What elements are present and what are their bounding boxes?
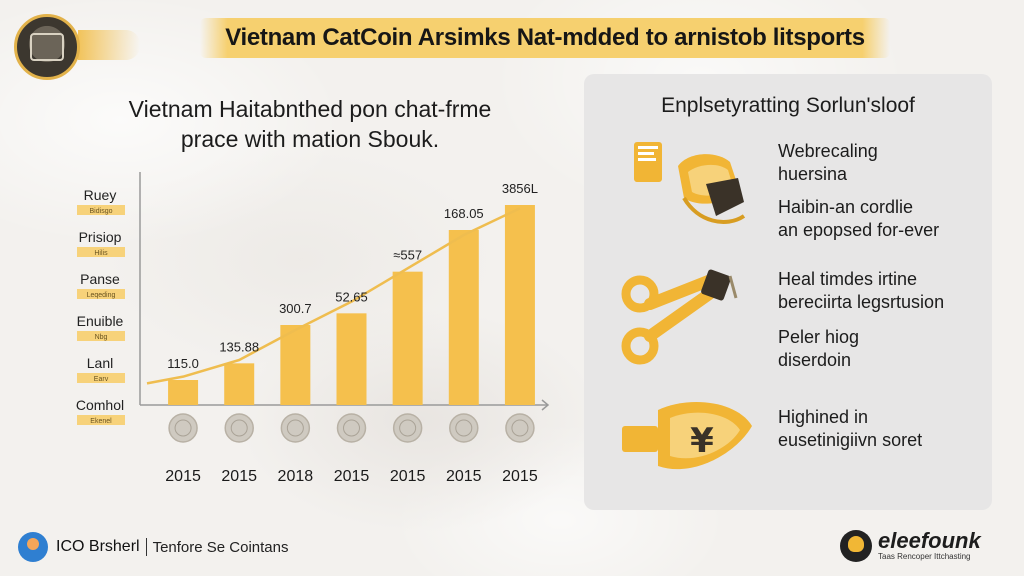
- seal-logo-icon: [14, 14, 80, 80]
- coin-rim-1: [174, 419, 192, 437]
- y-label-tag-3: [77, 289, 125, 299]
- y-label-tag-text-1: Bidisgo: [90, 208, 113, 215]
- feature-5-line-2: eusetinigiivn soret: [778, 430, 923, 450]
- trend-line: [146, 207, 521, 385]
- feature-3: Heal timdes irtine bereciirta legsrtusio…: [778, 268, 944, 314]
- y-label-tag-text-3: Leqeding: [87, 292, 116, 299]
- y-label-tag-1: [77, 205, 125, 215]
- chart-title-line-1: Vietnam Haitabnthed pon chat-frme: [128, 96, 492, 122]
- feature-5: Highined in eusetinigiivn soret: [778, 406, 922, 452]
- coin-rim-3: [286, 419, 304, 437]
- bar-2: [224, 363, 255, 405]
- feature-4-line-2: diserdoin: [778, 350, 852, 370]
- page-title: Vietnam CatCoin Arsimks Nat-mdded to arn…: [225, 24, 865, 51]
- chart-title: Vietnam Haitabnthed pon chat-frme prace …: [100, 94, 520, 154]
- data-label-7: 3856L: [502, 181, 538, 196]
- data-label-3: 300.7: [279, 301, 312, 316]
- y-label-4: Enuible: [77, 313, 124, 329]
- y-label-tag-6: [77, 415, 125, 425]
- data-label-1: 115.0: [167, 356, 199, 371]
- feature-3-line-2: bereciirta legsrtusion: [778, 292, 945, 312]
- x-tick-4: 2015: [334, 468, 370, 485]
- footer-divider: [145, 538, 147, 556]
- coin-rim-4: [343, 419, 360, 437]
- panel-title: Enplsetyratting Sorlun'sloof: [661, 94, 915, 117]
- data-label-6: 168.05: [444, 206, 484, 221]
- coin-rim-2: [230, 419, 248, 437]
- feature-4-line-1: Peler hiog: [778, 327, 860, 347]
- y-label-tag-5: [77, 373, 125, 383]
- coin-rim-6: [455, 419, 473, 437]
- x-tick-6: 2015: [446, 468, 482, 485]
- chart-title-line-2: prace with mation Sbouk.: [180, 126, 440, 152]
- y-label-tag-text-5: Earv: [94, 376, 109, 383]
- data-label-2: 135.88: [219, 339, 259, 354]
- bar-3: [280, 325, 311, 405]
- feature-4: Peler hiog diserdoin: [778, 326, 859, 372]
- title-banner: Vietnam CatCoin Arsimks Nat-mdded to arn…: [200, 18, 890, 58]
- footer-right-subtitle: Taas Rencoper Ittchasting: [878, 552, 971, 561]
- footer-tagline: Tenfore Se Cointans: [152, 538, 289, 556]
- documents-icon: [634, 142, 746, 224]
- feature-1: Webrecaling huersina: [778, 140, 878, 186]
- coin-rim-5: [399, 419, 417, 437]
- coin-icon-5: [392, 413, 423, 443]
- svg-text:¥: ¥: [690, 421, 714, 461]
- footer-right-logo: eleefounk Taas Rencoper Ittchasting: [840, 530, 981, 562]
- bar-5: [392, 271, 423, 405]
- feature-2-line-2: an epopsed for-ever: [778, 220, 940, 240]
- coin-rim-7: [511, 419, 529, 437]
- coin-icon-3: [280, 413, 311, 443]
- data-label-4: 52.65: [335, 289, 368, 304]
- x-tick-1: 2015: [165, 468, 201, 485]
- footer-left-brand: ICO Brsherl Tenfore Se Cointans: [18, 532, 289, 562]
- feature-1-line-1: Webrecaling: [778, 141, 878, 161]
- x-tick-3: 2018: [278, 468, 314, 485]
- feature-2: Haibin-an cordlie an epopsed for-ever: [778, 196, 939, 242]
- x-axis-arrow: [541, 399, 550, 411]
- bulb-logo-icon: [840, 530, 872, 562]
- y-label-tag-text-6: Ekenel: [90, 418, 112, 425]
- x-tick-5: 2015: [390, 468, 426, 485]
- y-label-5: Lanl: [87, 355, 113, 371]
- x-tick-2: 2015: [221, 468, 257, 485]
- footer-right-brand: eleefounk: [878, 528, 981, 553]
- logo-brush-stroke: [78, 30, 140, 60]
- y-label-1: Ruey: [84, 187, 117, 203]
- y-label-6: Comhol: [76, 397, 124, 413]
- bar-6: [448, 230, 479, 405]
- coin-icon-2: [224, 413, 254, 443]
- feature-2-line-1: Haibin-an cordlie: [778, 197, 914, 217]
- y-label-3: Panse: [80, 271, 120, 287]
- coin-icon-7: [505, 413, 535, 443]
- coin-icon-6: [449, 413, 479, 443]
- bar-7: [504, 205, 535, 405]
- feature-3-line-1: Heal timdes irtine: [778, 269, 918, 289]
- bar-4: [336, 313, 367, 405]
- y-label-2: Prisiop: [79, 229, 122, 245]
- y-label-tag-text-2: Hilis: [94, 250, 108, 257]
- coin-icon-4: [336, 413, 367, 443]
- currency-vault-icon: ¥: [622, 402, 752, 470]
- coin-icon-1: [168, 413, 198, 443]
- crossed-tools-icon: [621, 269, 738, 365]
- bar-chart: Ruey Bidisgo Prisiop Hilis Panse Leqeding Enui…: [76, 172, 550, 485]
- y-label-tag-text-4: Nbg: [95, 334, 108, 341]
- data-label-5: ≈557: [393, 248, 422, 263]
- x-tick-7: 2015: [502, 468, 538, 485]
- person-badge-icon: [18, 532, 48, 562]
- feature-1-line-2: huersina: [778, 164, 848, 184]
- feature-5-line-1: Highined in: [778, 407, 869, 427]
- y-label-tag-4: [77, 331, 125, 341]
- y-label-tag-2: [77, 247, 125, 257]
- bar-1: [168, 380, 199, 405]
- footer-brand-name: ICO Brsherl: [56, 538, 140, 555]
